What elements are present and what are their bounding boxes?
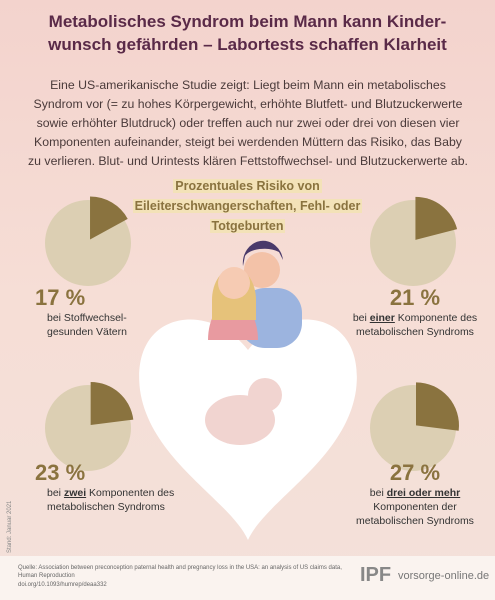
description-emphasis: einer [369,312,395,324]
logo: IPF [360,564,392,586]
description-line: bei einer Komponente des [345,311,485,325]
description-line: metabolischen Syndroms [35,500,175,514]
chart-title-line: Totgeburten [120,216,375,236]
description-text: metabolischen Syndroms [356,515,474,527]
pie-slice [90,196,128,240]
description-text: bei [369,487,387,499]
chart-title-line: Prozentuales Risiko von [120,176,375,196]
chart-title-text: Eileiterschwangerschaften, Fehl- oder [132,199,363,213]
pie-slice [90,381,134,425]
pie-slice [415,196,458,240]
description-line: bei Stoffwechsel- [35,311,175,325]
description-text: Komponenten der [373,501,457,513]
description-line: bei drei oder mehr [345,486,485,500]
panel: 27 % bei drei oder mehr Komponenten der met… [345,460,485,528]
description-line: gesunden Vätern [35,325,175,339]
percent-label: 21 % [389,285,441,310]
percent-label: 27 % [389,460,441,485]
chart-title-text: Prozentuales Risiko von [173,179,322,193]
panel: 23 % bei zwei Komponenten des metabolische… [35,460,175,514]
source: Quelle: Association between preconceptio… [18,565,342,579]
title: Metabolisches Syndrom beim Mann kann Kin… [0,10,495,56]
date: Stand: Januar 2021 [7,500,13,553]
percent-label: 23 % [35,460,86,485]
chart-title-line: Eileiterschwangerschaften, Fehl- oder [120,196,375,216]
description-text: bei [352,312,370,324]
embryo-head [248,378,282,412]
title-line: Metabolisches Syndrom beim Mann kann Kin… [48,12,447,31]
intro: Eine US-amerikanische Studie zeigt: Lieg… [28,78,468,168]
man-hair [242,240,283,266]
panel: 17 % bei Stoffwechsel-gesunden Vätern [35,285,175,339]
percent-label: 17 % [35,285,86,310]
description-text: bei Stoffwechsel- [47,312,127,324]
title-line: wunsch gefährden – Labortests schaffen K… [48,35,447,54]
description-line: metabolischen Syndroms [345,514,485,528]
description-text: metabolischen Syndroms [356,326,474,338]
chart-title-text: Totgeburten [209,219,286,233]
pie-slice [416,382,460,431]
description-emphasis: drei oder mehr [386,487,461,499]
woman-head [218,267,250,299]
man-head [244,252,280,288]
chart-title: Prozentuales Risiko von Eileiterschwanger… [120,176,375,236]
description-line: Komponenten der [345,500,485,514]
description-line: metabolischen Syndroms [345,325,485,339]
description-text: gesunden Vätern [47,326,127,338]
panel: 21 % bei einer Komponente des metabolische… [345,285,485,339]
footer: Quelle: Association between preconceptio… [0,556,495,600]
description-text: metabolischen Syndroms [47,501,165,513]
description-text: bei [47,487,64,499]
description-line: bei zwei Komponenten des [35,486,175,500]
description-emphasis: zwei [63,487,87,499]
description-text: Komponenten des [86,487,175,499]
site: vorsorge-online.de [398,570,490,582]
description-text: Komponente des [394,312,478,324]
doi: doi.org/10.1093/humrep/deaa332 [18,582,107,588]
